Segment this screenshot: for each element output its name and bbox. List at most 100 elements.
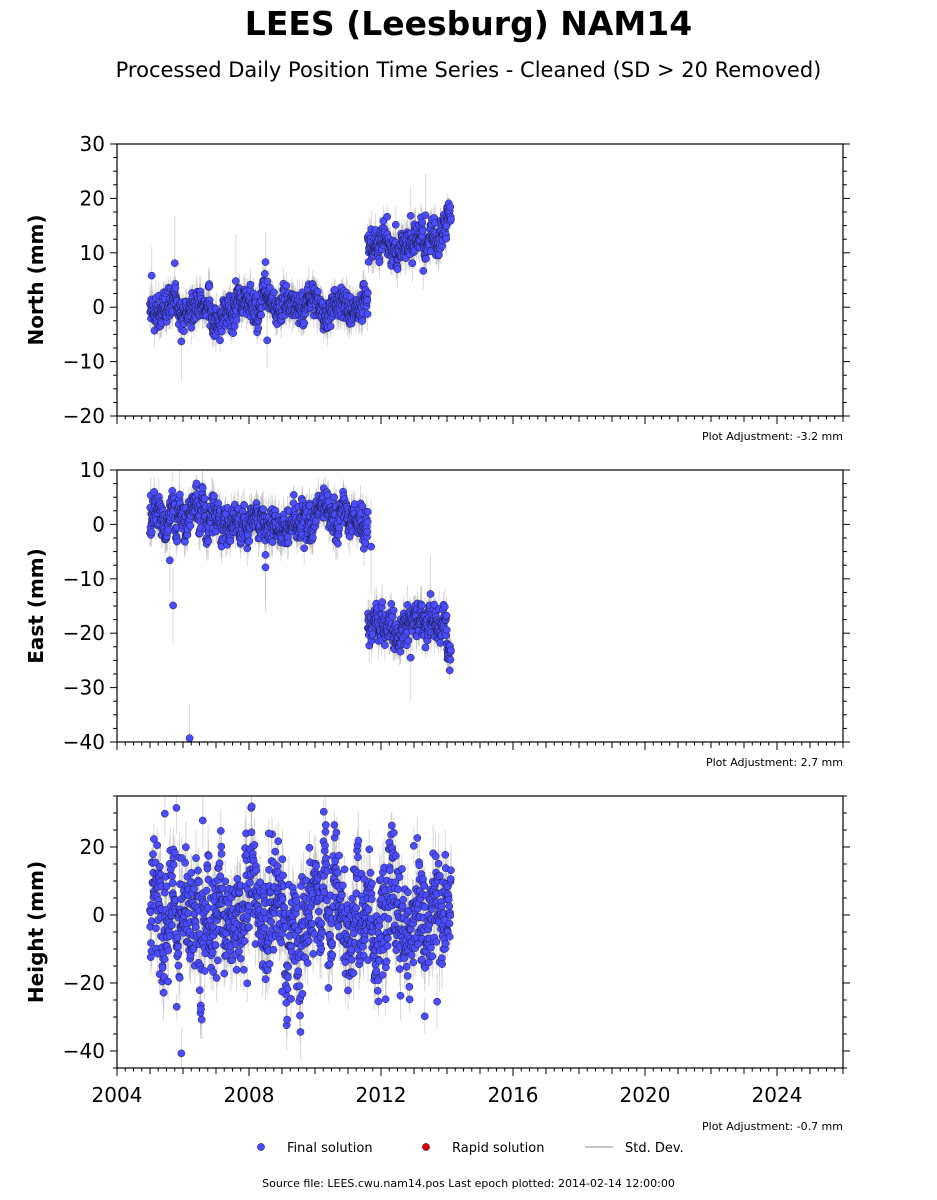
data-point [260, 269, 269, 278]
data-point [313, 287, 322, 296]
east-final-solution-points [146, 479, 455, 742]
data-point [358, 317, 367, 325]
data-point [330, 493, 338, 502]
data-point [200, 494, 209, 503]
data-point [243, 544, 252, 553]
data-point [268, 538, 277, 546]
page-subtitle: Processed Daily Position Time Series - C… [115, 58, 822, 82]
data-point [198, 484, 207, 492]
data-point [164, 526, 173, 534]
data-point [147, 528, 156, 537]
data-point [418, 218, 427, 227]
data-point [447, 215, 455, 224]
data-point [363, 296, 372, 305]
data-point [387, 600, 396, 608]
north-x-axis [116, 416, 844, 424]
data-point [300, 544, 309, 553]
y-tick-label: 10 [80, 241, 105, 265]
data-point [363, 310, 372, 318]
data-point [422, 254, 430, 263]
data-point [245, 537, 254, 546]
data-point [396, 647, 405, 656]
data-point [375, 258, 384, 267]
data-point [216, 336, 224, 345]
north-panel: −20 −10 0 10 20 30 North (mm) Plot Adjustment: … [24, 132, 850, 443]
data-point [363, 517, 372, 526]
data-point [417, 601, 426, 610]
data-point [254, 324, 263, 333]
data-point [419, 267, 428, 275]
data-point [263, 336, 271, 345]
data-point [403, 601, 412, 609]
y-tick-label: −20 [63, 404, 105, 428]
data-point [257, 311, 265, 319]
data-point [358, 502, 367, 511]
data-point [284, 538, 293, 547]
data-point [300, 319, 309, 328]
y-tick-label: 30 [80, 132, 105, 156]
data-point [418, 226, 427, 235]
data-point [186, 521, 195, 530]
data-point [381, 641, 389, 649]
data-point [187, 323, 196, 332]
data-point [265, 283, 274, 292]
data-point [434, 251, 443, 259]
data-point [393, 265, 402, 274]
data-point [334, 539, 342, 548]
data-point [383, 212, 391, 221]
data-point [282, 281, 291, 290]
data-point [192, 479, 201, 488]
page-title: LEES (Leesburg) NAM14 [244, 4, 693, 43]
data-point [335, 523, 343, 532]
data-point [289, 491, 298, 499]
north-std-dev-bars [149, 173, 452, 383]
north-y-axis: −20 −10 0 10 20 30 [63, 132, 850, 428]
data-point [210, 492, 218, 500]
y-tick-label: 20 [80, 186, 105, 210]
data-point [270, 288, 278, 297]
data-point [231, 277, 240, 285]
data-point [177, 337, 186, 346]
y-tick-label: 0 [92, 295, 105, 319]
data-point [388, 612, 397, 621]
data-point [391, 220, 400, 229]
data-point [150, 488, 159, 496]
data-point [404, 636, 413, 645]
data-point [261, 258, 270, 266]
data-point [180, 327, 188, 336]
data-point [259, 505, 267, 513]
data-point [226, 537, 235, 545]
data-point [421, 211, 430, 220]
data-point [309, 533, 317, 542]
data-point [205, 282, 214, 291]
data-point [173, 537, 181, 546]
data-point [181, 537, 189, 546]
data-point [363, 527, 372, 536]
data-point [171, 284, 180, 292]
data-point [406, 211, 415, 220]
north-plot-frame [116, 143, 844, 417]
data-point [170, 259, 179, 267]
data-point [246, 280, 255, 289]
data-point [232, 316, 241, 325]
data-point [147, 271, 156, 280]
north-plot-adjustment: Plot Adjustment: -3.2 mm [702, 430, 843, 443]
data-point [442, 234, 451, 243]
data-point [229, 329, 238, 338]
data-point [240, 501, 248, 509]
data-point [446, 202, 455, 211]
north-y-axis-label: North (mm) [24, 214, 48, 345]
data-point [326, 322, 335, 331]
data-point [430, 600, 438, 609]
data-point [204, 537, 213, 546]
data-point [363, 288, 372, 297]
data-point [217, 327, 226, 336]
north-final-solution-points [146, 199, 455, 346]
data-point [408, 259, 417, 268]
data-point [389, 606, 398, 615]
y-tick-label: −10 [63, 350, 105, 374]
data-point [421, 643, 430, 652]
data-point [378, 598, 387, 606]
